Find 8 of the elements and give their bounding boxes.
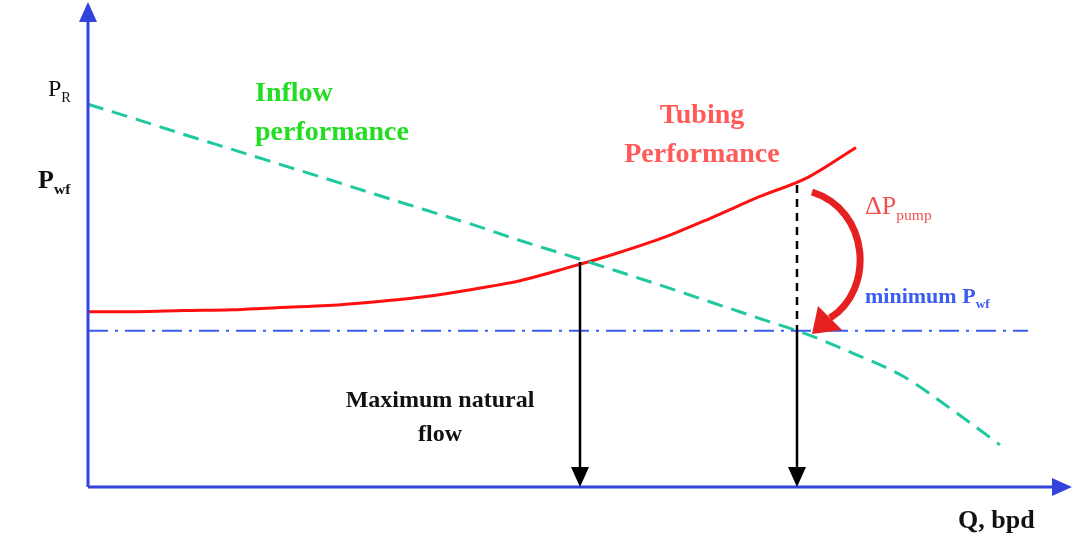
text: P$_{R}$ bbox=[48, 74, 71, 107]
series-label: Inflow performance bbox=[255, 75, 410, 149]
x-axis-title: Q, bpd bbox=[958, 504, 1035, 536]
annotation: Maximum natural flow bbox=[345, 385, 535, 448]
annotation: ΔP$_{pump}$ bbox=[865, 190, 932, 226]
ref-line-label: minimum P$_{wf}$ bbox=[865, 281, 990, 314]
y-axis-title: P$_{wf}$ bbox=[38, 164, 71, 200]
series-label: Tubing Performance bbox=[623, 97, 781, 171]
